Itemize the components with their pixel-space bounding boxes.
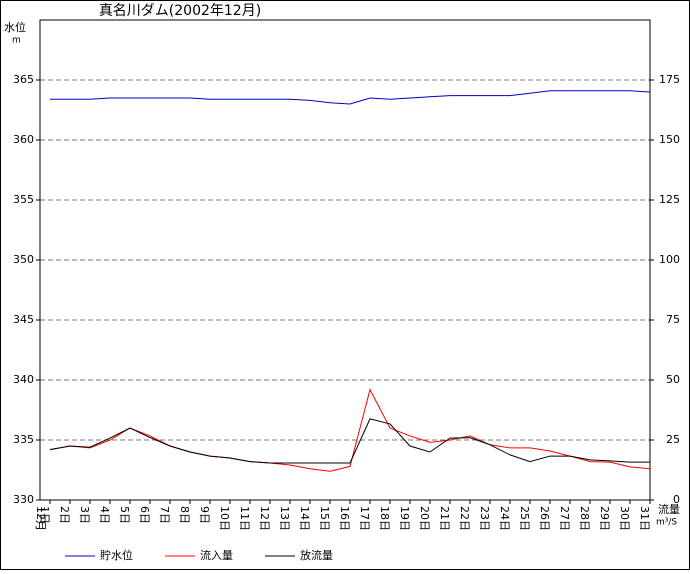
legend-label: 流入量 [200, 548, 233, 562]
x-tick-label: 28日 [578, 506, 591, 531]
x-tick-label: 6日 [138, 506, 151, 524]
x-tick-label: 18日 [378, 506, 391, 531]
x-tick-label: 30日 [618, 506, 631, 531]
x-tick-label: 31日 [638, 506, 651, 531]
y2-tick-label: 175 [659, 73, 680, 86]
y-tick-label: 335 [13, 433, 34, 446]
x-tick-label: 29日 [598, 506, 611, 531]
x-tick-label: 10日 [218, 506, 231, 531]
y-tick-label: 360 [13, 133, 34, 146]
x-tick-label: 14日 [298, 506, 311, 531]
y2-tick-label: 25 [666, 433, 680, 446]
y2-tick-label: 75 [666, 313, 680, 326]
x-tick-label: 3日 [78, 506, 91, 524]
y2-label: 流量 [658, 502, 680, 516]
legend-label: 貯水位 [100, 548, 133, 562]
x-tick-label: 12日 [258, 506, 271, 531]
plot-area [39, 19, 651, 501]
y2-tick-label: 0 [673, 493, 680, 506]
y-label: 水位 [4, 20, 26, 34]
y2-tick-label: 100 [659, 253, 680, 266]
x-tick-label: 9日 [198, 506, 211, 524]
chart-title: 真名川ダム(2002年12月) [99, 3, 261, 19]
y-tick-label: 365 [13, 73, 34, 86]
y-unit: m [12, 36, 21, 46]
x-prefix: 12月 [34, 506, 47, 531]
y2-tick-label: 150 [659, 133, 680, 146]
x-tick-label: 27日 [558, 506, 571, 531]
x-tick-label: 11日 [238, 506, 251, 531]
x-tick-label: 7日 [158, 506, 171, 524]
x-tick-label: 4日 [98, 506, 111, 524]
y2-tick-label: 50 [666, 373, 680, 386]
x-tick-label: 17日 [358, 506, 371, 531]
series-line [49, 418, 650, 464]
y2-unit: m³/S [656, 518, 677, 528]
x-tick-label: 5日 [118, 506, 131, 524]
legend-label: 放流量 [300, 548, 333, 562]
y-tick-label: 340 [13, 373, 34, 386]
x-tick-label: 25日 [518, 506, 531, 531]
x-tick-label: 20日 [418, 506, 431, 531]
y-tick-label: 355 [13, 193, 34, 206]
y-tick-label: 330 [13, 493, 34, 506]
x-tick-label: 15日 [318, 506, 331, 531]
x-tick-label: 2日 [58, 506, 71, 524]
series-line [50, 90, 651, 105]
x-tick-label: 26日 [538, 506, 551, 531]
x-tick-label: 23日 [478, 506, 491, 531]
x-tick-label: 13日 [278, 506, 291, 531]
x-tick-label: 24日 [498, 506, 511, 531]
x-tick-label: 19日 [398, 506, 411, 531]
x-tick-label: 16日 [338, 506, 351, 531]
x-tick-label: 22日 [458, 506, 471, 531]
y-tick-label: 345 [13, 313, 34, 326]
x-tick-label: 8日 [178, 506, 191, 524]
x-tick-label: 21日 [438, 506, 451, 531]
y2-tick-label: 125 [659, 193, 680, 206]
x-tick-label: 1日 [38, 506, 51, 524]
series-line [49, 388, 651, 472]
y-tick-label: 350 [13, 253, 34, 266]
